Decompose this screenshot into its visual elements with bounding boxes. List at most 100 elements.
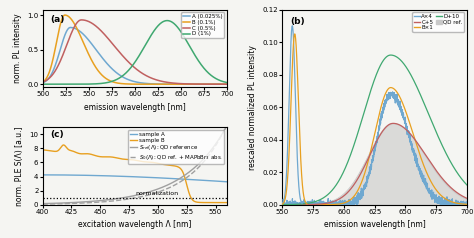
X-axis label: emission wavelength [nm]: emission wavelength [nm] <box>324 220 426 229</box>
D (1%) <box>129 64 135 67</box>
$S_{ref}(\Lambda)$: QD reference: (555, 9.93): QD reference: (555, 9.93) <box>219 133 225 136</box>
Line: sample A: sample A <box>43 175 227 182</box>
Line: D+10: D+10 <box>283 55 467 205</box>
Text: (a): (a) <box>50 15 64 24</box>
sample B <box>224 201 230 204</box>
Line: C (0.5%): C (0.5%) <box>43 20 227 84</box>
sample B <box>40 148 46 151</box>
A×4 <box>425 187 431 190</box>
B×1 <box>365 163 370 166</box>
A (0.025%) <box>224 83 230 86</box>
A×4 <box>369 160 375 163</box>
D+10 <box>464 183 470 186</box>
D+10 <box>369 85 375 88</box>
C (0.5%) <box>49 74 55 77</box>
C+5 <box>369 149 375 152</box>
A×4 <box>280 202 285 205</box>
A×4 <box>390 90 395 93</box>
$S_{ref}(\Lambda)$: QD reference: (400, 0.15): QD reference: (400, 0.15) <box>40 202 46 205</box>
B (0.1%) <box>62 14 68 16</box>
C (0.5%) <box>79 19 84 21</box>
C (0.5%) <box>40 81 46 84</box>
$S_{ref}(\Lambda)$: QD reference: (478, 1.23): QD reference: (478, 1.23) <box>129 195 135 198</box>
D (1%) <box>224 81 230 84</box>
D+10 <box>289 203 295 206</box>
X-axis label: excitation wavelength Λ [nm]: excitation wavelength Λ [nm] <box>78 220 191 229</box>
D+10 <box>425 111 430 114</box>
C+5 <box>365 159 370 162</box>
Text: (b): (b) <box>290 17 304 26</box>
D+10 <box>280 203 285 206</box>
$S_0(\Lambda)$: QD ref. + MAPbBr$_3$ abs.: (474, 0.782): QD ref. + MAPbBr$_3$ abs.: (474, 0.782) <box>125 198 130 201</box>
$S_0(\Lambda)$: QD ref. + MAPbBr$_3$ abs.: (400, 0.08): QD ref. + MAPbBr$_3$ abs.: (400, 0.08) <box>40 203 46 206</box>
B×1 <box>459 203 465 205</box>
D (1%) <box>219 80 225 83</box>
C+5 <box>459 194 465 197</box>
D (1%) <box>49 83 55 86</box>
Line: A (0.025%): A (0.025%) <box>43 28 227 84</box>
sample A <box>219 180 225 183</box>
Legend: sample A, sample B, $S_{ref}(\Lambda)$: QD reference, $S_0(\Lambda)$: QD ref. + : sample A, sample B, $S_{ref}(\Lambda)$: … <box>128 130 224 164</box>
B×1 <box>369 144 375 146</box>
sample B <box>61 144 66 146</box>
B×1 <box>388 86 393 89</box>
C (0.5%) <box>185 83 191 85</box>
$S_0(\Lambda)$: QD ref. + MAPbBr$_3$ abs.: (526, 3.97): QD ref. + MAPbBr$_3$ abs.: (526, 3.97) <box>185 175 191 178</box>
D (1%) <box>164 19 170 22</box>
sample A <box>185 178 191 181</box>
C+5 <box>459 194 465 197</box>
B×1 <box>280 203 285 206</box>
Y-axis label: rescaled normalized PL intensity: rescaled normalized PL intensity <box>248 45 257 169</box>
X-axis label: emission wavelength [nm]: emission wavelength [nm] <box>84 103 186 112</box>
$S_{ref}(\Lambda)$: QD reference: (408, 0.187): QD reference: (408, 0.187) <box>49 202 55 205</box>
B (0.1%) <box>224 83 230 86</box>
C (0.5%) <box>129 64 135 67</box>
$S_{ref}(\Lambda)$: QD reference: (560, 11.3): QD reference: (560, 11.3) <box>224 124 230 127</box>
A×4 <box>280 203 285 206</box>
$S_0(\Lambda)$: QD ref. + MAPbBr$_3$ abs.: (555, 9.88): QD ref. + MAPbBr$_3$ abs.: (555, 9.88) <box>219 134 225 137</box>
sample B <box>125 158 130 161</box>
C (0.5%) <box>125 60 130 63</box>
B (0.1%) <box>129 83 135 85</box>
C (0.5%) <box>219 83 225 86</box>
D+10 <box>388 54 393 56</box>
D (1%) <box>125 70 130 73</box>
B (0.1%) <box>40 81 46 84</box>
C+5 <box>289 203 295 206</box>
B (0.1%) <box>185 83 191 86</box>
C+5 <box>464 197 470 200</box>
sample B <box>185 188 191 191</box>
B (0.1%) <box>49 61 55 64</box>
$S_{ref}(\Lambda)$: QD reference: (526, 4.5): QD reference: (526, 4.5) <box>185 172 191 174</box>
sample B <box>129 158 135 161</box>
D+10 <box>459 177 465 180</box>
Line: B×1: B×1 <box>283 88 467 205</box>
B×1 <box>425 174 430 177</box>
D (1%) <box>185 42 191 45</box>
B×1 <box>289 203 295 206</box>
$S_0(\Lambda)$: QD ref. + MAPbBr$_3$ abs.: (560, 11.4): QD ref. + MAPbBr$_3$ abs.: (560, 11.4) <box>224 123 230 126</box>
B×1 <box>464 203 470 206</box>
Line: C+5: C+5 <box>283 123 467 205</box>
D+10 <box>459 177 465 180</box>
A (0.025%) <box>67 26 73 29</box>
$S_{ref}(\Lambda)$: QD reference: (474, 1.09): QD reference: (474, 1.09) <box>125 196 130 198</box>
C+5 <box>390 122 396 125</box>
A (0.025%) <box>129 80 135 83</box>
D (1%) <box>40 83 46 86</box>
Line: sample B: sample B <box>43 145 227 203</box>
Y-axis label: norm. PL intensity: norm. PL intensity <box>13 13 22 83</box>
Text: (c): (c) <box>50 130 64 139</box>
Line: $S_{ref}(\Lambda)$: QD reference: $S_{ref}(\Lambda)$: QD reference <box>43 125 227 204</box>
D+10 <box>365 100 370 103</box>
A (0.025%) <box>185 83 191 86</box>
Y-axis label: norm. PLE S(Λ) [a.u.]: norm. PLE S(Λ) [a.u.] <box>15 126 24 206</box>
$S_0(\Lambda)$: QD ref. + MAPbBr$_3$ abs.: (555, 9.85): QD ref. + MAPbBr$_3$ abs.: (555, 9.85) <box>219 134 225 137</box>
A×4 <box>459 203 465 206</box>
D (1%) <box>219 80 225 83</box>
Text: normalization: normalization <box>136 191 179 196</box>
$S_0(\Lambda)$: QD ref. + MAPbBr$_3$ abs.: (478, 0.892): QD ref. + MAPbBr$_3$ abs.: (478, 0.892) <box>129 197 135 200</box>
$S_{ref}(\Lambda)$: QD reference: (555, 9.95): QD reference: (555, 9.95) <box>219 133 225 136</box>
A×4 <box>365 178 370 181</box>
Line: $S_0(\Lambda)$: QD ref. + MAPbBr$_3$ abs.: $S_0(\Lambda)$: QD ref. + MAPbBr$_3$ abs… <box>43 124 227 204</box>
